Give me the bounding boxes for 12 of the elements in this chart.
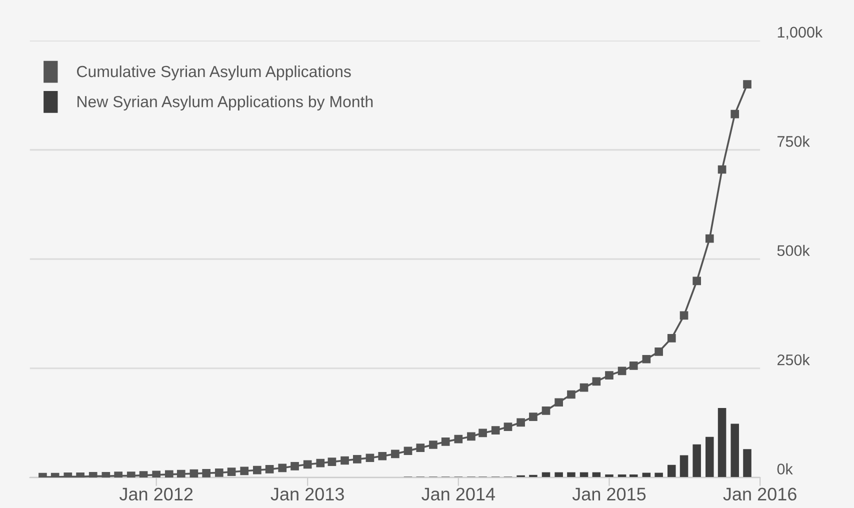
x-tick-label: Jan 2016 xyxy=(723,488,796,501)
y-tick-label: 0k xyxy=(777,463,793,474)
x-tick-label: Jan 2015 xyxy=(572,488,646,501)
legend-label: Cumulative Syrian Asylum Applications xyxy=(77,65,351,80)
x-tick-label: Jan 2012 xyxy=(119,488,193,501)
y-tick-label: 750k xyxy=(778,136,810,147)
legend-label: New Syrian Asylum Applications by Month xyxy=(78,96,373,110)
y-tick-label: 1,000k xyxy=(778,26,823,40)
y-tick-label: 500k xyxy=(777,244,810,256)
x-tick-label: Jan 2013 xyxy=(270,488,344,501)
y-tick-label: 250k xyxy=(777,354,810,366)
x-tick-label: Jan 2014 xyxy=(422,488,496,501)
